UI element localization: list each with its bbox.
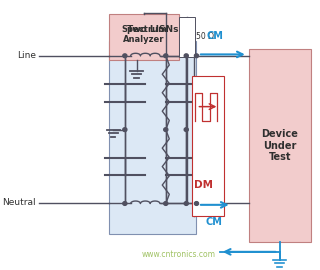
Circle shape [184,54,188,58]
Circle shape [184,128,188,131]
Circle shape [184,202,188,205]
FancyBboxPatch shape [179,17,195,57]
Text: www.cntronics.com: www.cntronics.com [142,249,216,259]
FancyBboxPatch shape [109,41,196,234]
Text: Spectrum
Analyzer: Spectrum Analyzer [121,25,167,44]
Circle shape [195,54,198,58]
Circle shape [123,128,127,131]
Circle shape [164,54,168,58]
Circle shape [123,202,127,205]
Text: Line: Line [17,51,36,60]
Text: CM: CM [206,31,223,41]
Text: CM: CM [205,217,222,227]
Circle shape [195,202,198,205]
Text: Neutral: Neutral [2,198,36,207]
FancyBboxPatch shape [109,14,179,60]
Circle shape [123,54,127,58]
Circle shape [164,128,168,131]
FancyBboxPatch shape [249,49,310,242]
Text: Two LISNs: Two LISNs [127,25,178,34]
Text: DM: DM [194,180,213,190]
Text: 50 Ω: 50 Ω [196,32,214,42]
FancyBboxPatch shape [192,76,224,215]
Text: Device
Under
Test: Device Under Test [261,129,298,162]
Circle shape [164,202,168,205]
